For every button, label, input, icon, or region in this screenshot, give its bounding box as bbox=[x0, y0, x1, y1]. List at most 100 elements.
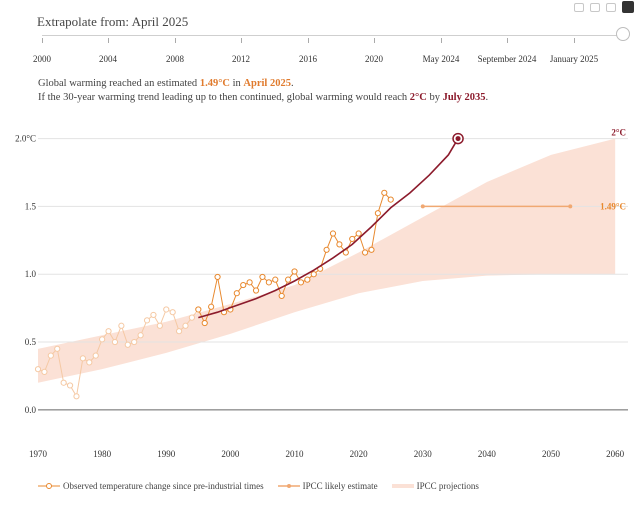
observed-point bbox=[246, 279, 253, 286]
observed-point bbox=[169, 309, 176, 316]
legend-observed[interactable]: Observed temperature change since pre-in… bbox=[38, 481, 264, 491]
x-tick-label: 2060 bbox=[606, 449, 625, 459]
observed-point bbox=[214, 273, 221, 281]
observed-point bbox=[131, 338, 138, 346]
observed-point bbox=[66, 382, 74, 389]
target-warming-value: 2°C bbox=[409, 92, 427, 103]
slider-tick-label: 2020 bbox=[365, 54, 383, 64]
y-tick-label: 0.5 bbox=[25, 337, 37, 347]
observed-point bbox=[137, 332, 144, 339]
x-tick-label: 2040 bbox=[478, 449, 497, 459]
observed-point bbox=[291, 268, 298, 275]
observed-point bbox=[54, 345, 61, 352]
observed-point bbox=[92, 352, 99, 359]
observed-point bbox=[240, 281, 247, 289]
legend-observed-label: Observed temperature change since pre-in… bbox=[63, 481, 264, 491]
observed-point bbox=[143, 317, 151, 324]
observed-point bbox=[285, 276, 292, 283]
toolbar-icons bbox=[574, 0, 634, 14]
observed-point bbox=[374, 210, 381, 217]
observed-point bbox=[265, 279, 272, 286]
observed-point bbox=[118, 322, 125, 329]
observed-point bbox=[156, 322, 163, 329]
lasso-icon[interactable] bbox=[606, 2, 616, 12]
observed-point bbox=[73, 393, 80, 400]
slider-tick bbox=[574, 38, 575, 43]
slider-tick-label: 2008 bbox=[166, 54, 184, 64]
slider-tick bbox=[308, 38, 309, 43]
observed-point bbox=[163, 306, 170, 313]
observed-point bbox=[201, 319, 208, 327]
slider-tick bbox=[175, 38, 176, 43]
observed-point bbox=[195, 306, 202, 313]
observed-point bbox=[323, 246, 330, 253]
y-tick-label: 1.5 bbox=[25, 201, 37, 211]
observed-point bbox=[233, 290, 240, 297]
observed-point bbox=[182, 322, 189, 329]
legend-projections[interactable]: IPCC projections bbox=[391, 481, 479, 491]
observed-point bbox=[387, 196, 394, 203]
summary-text: Global warming reached an estimated 1.49… bbox=[38, 77, 488, 105]
slider-tick-label: January 2025 bbox=[549, 54, 599, 64]
observed-point bbox=[252, 287, 260, 294]
x-tick-label: 2030 bbox=[414, 449, 433, 459]
slider-tick-label: 2000 bbox=[33, 54, 51, 64]
legend-likely[interactable]: IPCC likely estimate bbox=[277, 481, 378, 491]
slider-tick bbox=[108, 38, 109, 43]
x-tick-label: 1990 bbox=[157, 449, 176, 459]
target-date: July 2035 bbox=[442, 92, 486, 103]
legend-likely-label: IPCC likely estimate bbox=[302, 481, 378, 491]
observed-point bbox=[150, 311, 157, 319]
observed-point bbox=[361, 249, 369, 256]
ipcc-projection-band bbox=[38, 138, 616, 383]
observed-point bbox=[47, 352, 54, 359]
slider-ticks: 2000 2004 2008 2012 2016 2020 May 2024 Septembe… bbox=[0, 30, 640, 70]
summary-text-part: Global warming reached an estimated bbox=[38, 78, 200, 89]
observed-point bbox=[188, 314, 196, 321]
observed-point bbox=[368, 246, 375, 253]
camera-icon[interactable] bbox=[574, 2, 584, 12]
slider-tick bbox=[507, 38, 508, 43]
observed-point bbox=[272, 276, 279, 283]
summary-text-part: by bbox=[426, 92, 443, 103]
date-slider-track[interactable] bbox=[42, 35, 625, 36]
slider-tick bbox=[374, 38, 375, 43]
x-tick-label: 1980 bbox=[93, 449, 112, 459]
ipcc-likely-point bbox=[420, 204, 425, 209]
x-tick-label: 2000 bbox=[221, 449, 240, 459]
slider-title: Extrapolate from: April 2025 bbox=[37, 14, 189, 29]
slider-tick bbox=[42, 38, 43, 43]
observed-point bbox=[259, 273, 266, 281]
trend-endpoint-inner bbox=[455, 136, 461, 142]
likely-estimate-annotation: 1.49°C bbox=[600, 201, 626, 211]
observed-point bbox=[355, 230, 362, 237]
observed-point bbox=[41, 368, 48, 375]
ipcc-likely-point bbox=[568, 204, 573, 209]
observed-point bbox=[208, 303, 215, 310]
slider-tick-label: 2012 bbox=[232, 54, 250, 64]
observed-point bbox=[60, 379, 67, 386]
x-tick-label: 2050 bbox=[542, 449, 561, 459]
observed-point bbox=[79, 355, 86, 362]
logo-icon bbox=[622, 1, 634, 13]
select-icon[interactable] bbox=[590, 2, 600, 12]
x-tick-label: 2020 bbox=[350, 449, 369, 459]
observed-point bbox=[329, 230, 337, 237]
summary-text-part: in bbox=[229, 78, 244, 89]
observed-point bbox=[349, 235, 356, 243]
observed-point bbox=[336, 241, 343, 248]
observed-point bbox=[111, 338, 119, 346]
x-tick-label: 1970 bbox=[29, 449, 48, 459]
y-tick-label: 2.0°C bbox=[15, 134, 36, 144]
trend-extrapolation-line bbox=[198, 138, 459, 319]
summary-text-part: . bbox=[485, 92, 489, 103]
y-tick-label: 0.0 bbox=[25, 405, 37, 415]
slider-tick bbox=[441, 38, 442, 43]
current-date: April 2025 bbox=[243, 78, 291, 89]
slider-tick-label: 2016 bbox=[299, 54, 317, 64]
slider-tick bbox=[241, 38, 242, 43]
date-slider-handle[interactable] bbox=[616, 27, 630, 41]
x-tick-label: 2010 bbox=[286, 449, 305, 459]
warming-chart: 0.0 0.5 1.0 1.5 2.0°C 1970 1980 1990 2000 2010 202… bbox=[15, 128, 628, 459]
legend-projections-label: IPCC projections bbox=[416, 481, 479, 491]
